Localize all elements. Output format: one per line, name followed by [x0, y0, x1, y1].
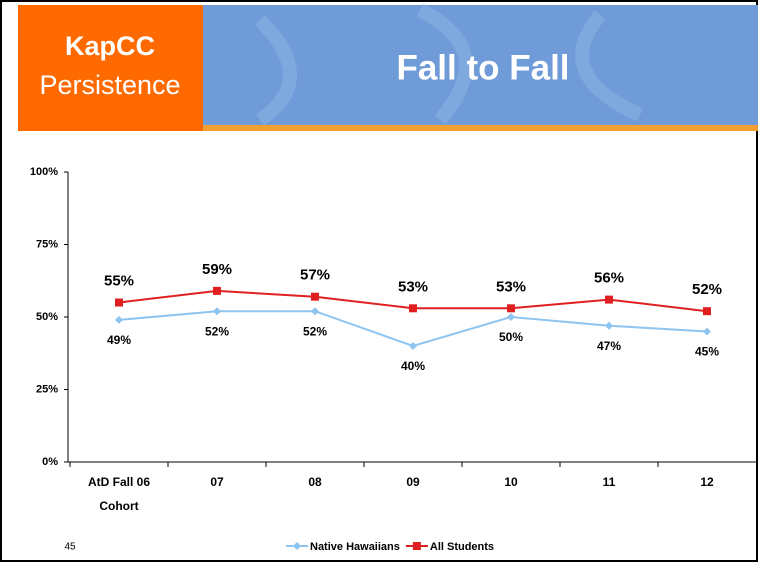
legend-label: All Students — [430, 541, 494, 553]
point — [311, 292, 319, 301]
header-strip — [203, 125, 758, 131]
y-tick-label: 0% — [42, 456, 58, 468]
data-label: 52% — [205, 324, 229, 338]
point — [605, 295, 613, 304]
x-tick-label: 10 — [504, 475, 518, 489]
point — [507, 304, 515, 313]
x-tick-label: 09 — [406, 475, 420, 489]
header-pattern — [254, 3, 643, 126]
x-tick-label: 08 — [308, 475, 322, 489]
point — [409, 304, 417, 313]
data-label: 52% — [303, 324, 327, 338]
point — [293, 542, 301, 550]
point — [703, 327, 711, 336]
point — [213, 286, 221, 295]
data-label: 52% — [692, 281, 722, 298]
y-tick-label: 50% — [36, 311, 58, 323]
y-tick-label: 25% — [36, 383, 58, 395]
brand-subtitle: Persistence — [39, 70, 180, 100]
data-label: 53% — [398, 278, 428, 295]
y-tick-label: 75% — [36, 238, 58, 250]
x-tick-label: 12 — [700, 475, 714, 489]
data-label: 56% — [594, 270, 624, 287]
brand: KapCC — [65, 31, 155, 61]
point — [412, 542, 421, 550]
point — [703, 307, 711, 316]
data-label: 47% — [597, 339, 621, 353]
data-label: 57% — [300, 267, 330, 284]
x-tick-label: AtD Fall 06 Cohort — [87, 475, 150, 513]
legend-label: Native Hawaiians — [310, 541, 400, 553]
data-label: 40% — [401, 359, 425, 373]
data-label: 45% — [695, 345, 719, 359]
data-label: 49% — [107, 333, 131, 347]
x-tick-label: 07 — [210, 475, 224, 489]
point — [409, 342, 417, 350]
brand-box — [18, 5, 203, 131]
data-label: 59% — [202, 261, 232, 278]
point — [115, 315, 123, 324]
slide-title: Fall to Fall — [396, 48, 569, 87]
point — [605, 321, 613, 330]
data-label: 50% — [499, 330, 523, 344]
data-label: 53% — [496, 278, 526, 295]
x-tick-label: 11 — [602, 475, 616, 489]
point — [311, 307, 319, 316]
data-label: 55% — [104, 272, 134, 289]
point — [213, 307, 221, 316]
point — [115, 298, 123, 307]
y-tick-label: 100% — [30, 166, 58, 178]
slide-number: 45 — [64, 542, 76, 553]
point — [507, 313, 515, 321]
